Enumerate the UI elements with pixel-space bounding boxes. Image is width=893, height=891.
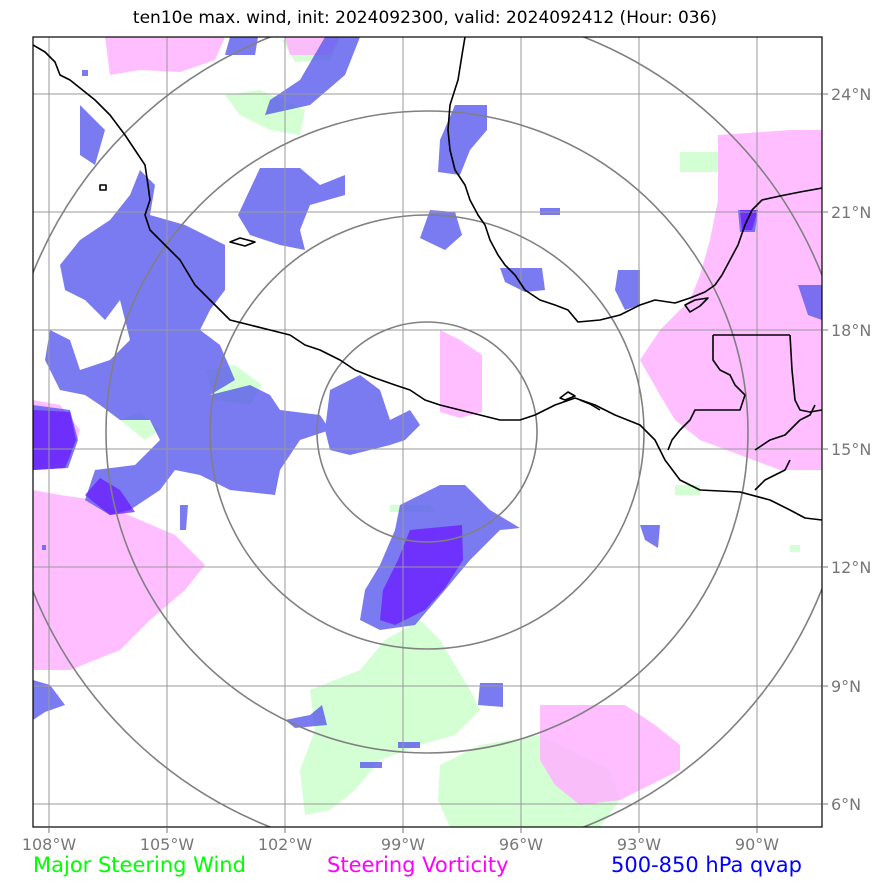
legend-steering-wind: Major Steering Wind xyxy=(33,853,246,877)
qvap-strong-cores xyxy=(33,210,758,625)
lon-label-102w: 102°W xyxy=(258,835,313,854)
lat-label-6n: 6°N xyxy=(831,795,861,814)
map-title: ten10e max. wind, init: 2024092300, vali… xyxy=(132,8,718,28)
lat-label-24n: 24°N xyxy=(831,85,871,104)
range-rings xyxy=(33,37,822,827)
lat-label-9n: 9°N xyxy=(831,677,861,696)
legend-qvap: 500-850 hPa qvap xyxy=(611,853,802,877)
lat-label-21n: 21°N xyxy=(831,203,871,222)
lon-label-108w: 108°W xyxy=(22,835,77,854)
lat-label-15n: 15°N xyxy=(831,440,871,459)
graticule xyxy=(33,37,822,827)
tick-marks xyxy=(48,93,828,833)
lon-label-99w: 99°W xyxy=(381,835,425,854)
lat-label-18n: 18°N xyxy=(831,321,871,340)
legend-steering-vorticity: Steering Vorticity xyxy=(327,853,509,877)
lon-label-93w: 93°W xyxy=(617,835,661,854)
steering-vorticity-areas xyxy=(33,37,822,805)
coastlines xyxy=(33,37,822,521)
lat-label-12n: 12°N xyxy=(831,558,871,577)
qvap-areas xyxy=(33,37,822,768)
lon-label-96w: 96°W xyxy=(499,835,543,854)
lon-label-105w: 105°W xyxy=(140,835,195,854)
lon-label-90w: 90°W xyxy=(735,835,779,854)
map-frame xyxy=(32,36,823,828)
